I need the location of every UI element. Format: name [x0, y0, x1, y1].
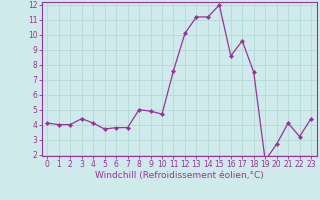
- X-axis label: Windchill (Refroidissement éolien,°C): Windchill (Refroidissement éolien,°C): [95, 171, 264, 180]
